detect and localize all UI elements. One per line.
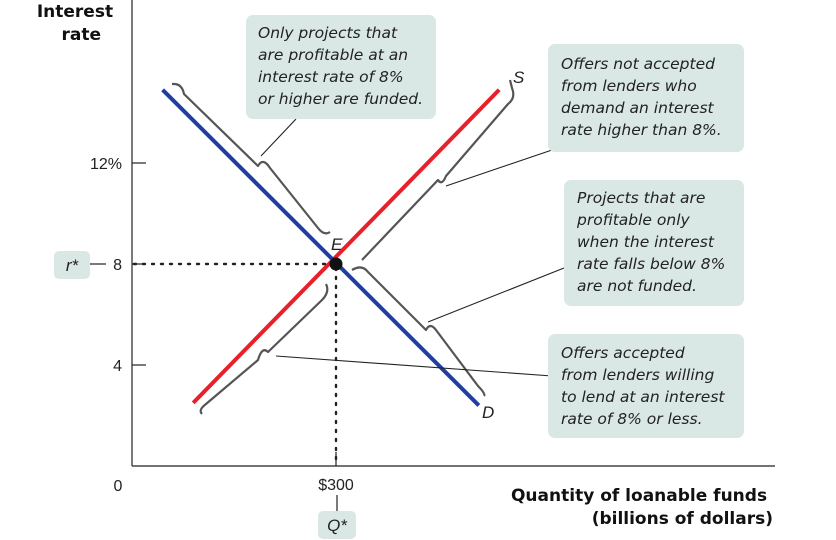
r-star-label: r* (66, 256, 80, 275)
demand-lower-brace (351, 266, 486, 397)
supply-lower-brace (199, 283, 329, 415)
callout-offers-not-accepted: Offers not accepted from lenders who dem… (548, 44, 744, 152)
demand-curve (161, 88, 481, 407)
x-axis-title: Quantity of loanable funds (billions of … (511, 486, 773, 529)
callout-projects-not-funded: Projects that are profitable only when t… (564, 180, 744, 306)
demand-label: D (482, 403, 494, 422)
demand-upper-brace (172, 82, 331, 235)
y-tick-label: 8 (113, 257, 122, 274)
q-star-label: Q* (327, 516, 348, 535)
supply-upper-brace (361, 79, 515, 261)
q-star-badge (318, 511, 356, 539)
braces (172, 79, 515, 415)
origin-label: 0 (114, 478, 123, 495)
callout-offers-accepted: Offers accepted from lenders willing to … (548, 334, 744, 438)
callout-leaders (260, 118, 565, 377)
equilibrium-point (329, 257, 343, 271)
svg-text:Projects that are profit: Projects that are profitable only when t… (576, 189, 730, 295)
svg-text:Only projects that are p: Only projects that are profitable at an … (258, 24, 423, 108)
svg-text:Offers not accepted from: Offers not accepted from lenders who dem… (561, 55, 722, 139)
y-tick-label: 4 (113, 358, 122, 375)
x-tick-label: $300 (318, 477, 354, 494)
supply-curve (191, 88, 501, 405)
equilibrium-label: E (331, 235, 343, 254)
svg-text:Offers accepted from len: Offers accepted from lenders willing to … (561, 344, 729, 428)
callout-funded-projects: Only projects that are profitable at an … (246, 15, 436, 119)
r-star-badge (54, 251, 90, 279)
y-tick-label: 12% (90, 156, 122, 173)
y-axis-title: Interest rate (37, 2, 119, 45)
supply-label: S (513, 68, 525, 87)
y-ticks: 12% 8 4 (90, 156, 146, 375)
